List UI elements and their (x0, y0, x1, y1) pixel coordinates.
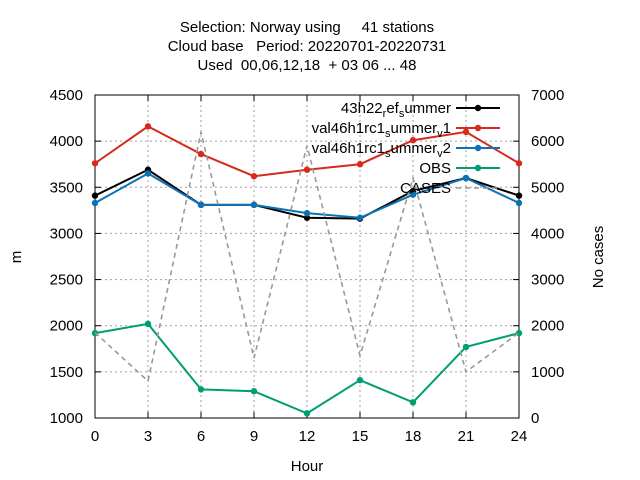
title-line: Cloud base Period: 20220701-20220731 (168, 38, 447, 55)
legend-label-part: val46h1rc1 (312, 140, 385, 157)
y2-tick-label: 1000 (531, 364, 564, 381)
data-point (462, 174, 470, 182)
legend-label: val46h1rc1summerv2 (312, 140, 451, 160)
legend-label-part: s (399, 108, 405, 120)
y-tick-label: 1000 (50, 410, 83, 427)
y2-tick-label: 4000 (531, 225, 564, 242)
data-point (91, 199, 99, 207)
x-tick-label: 9 (250, 428, 258, 445)
series-2 (91, 170, 523, 221)
legend-marker (474, 104, 482, 112)
data-point (197, 386, 205, 393)
y-axis-label: m (8, 251, 25, 264)
x-axis-label: Hour (291, 458, 324, 475)
data-point (91, 160, 99, 167)
y2-tick-label: 2000 (531, 318, 564, 335)
legend-label-part: s (385, 148, 391, 160)
y-tick-label: 4000 (50, 133, 83, 150)
legend-label-part: v (437, 128, 443, 140)
y-tick-label: 2500 (50, 272, 83, 289)
data-point (303, 214, 311, 221)
y2-tick-label: 6000 (531, 133, 564, 150)
y-tick-label: 3500 (50, 179, 83, 196)
x-tick-label: 12 (299, 428, 316, 445)
y2-tick-label: 3000 (531, 272, 564, 289)
data-point (250, 173, 258, 180)
grid-lines (95, 95, 519, 418)
data-point (197, 150, 205, 158)
series-4 (94, 131, 520, 383)
data-point (515, 160, 523, 167)
legend-label-part: ef (386, 100, 399, 117)
legend-label-part: r (383, 108, 387, 120)
legend-marker (474, 164, 482, 172)
legend-marker (474, 124, 482, 132)
legend-label-part: 43h22 (341, 100, 383, 117)
data-point (462, 343, 470, 351)
legend: 43h22refsummerval46h1rc1summerv1val46h1r… (312, 100, 500, 197)
legend-label: val46h1rc1summerv1 (312, 120, 451, 140)
data-point (356, 161, 364, 168)
x-tick-label: 0 (91, 428, 99, 445)
y-tick-label: 4500 (50, 87, 83, 104)
y2-tick-label: 5000 (531, 179, 564, 196)
legend-label-part: ummer (390, 120, 437, 137)
series-layer (91, 123, 523, 417)
series-1 (91, 123, 523, 180)
data-point (409, 399, 417, 406)
legend-label: OBS (419, 160, 451, 177)
x-tick-label: 18 (405, 428, 422, 445)
y-tick-label: 3000 (50, 225, 83, 242)
legend-marker (474, 144, 482, 152)
data-point (356, 214, 364, 221)
legend-label-part: ummer (404, 100, 451, 117)
legend-label-part: 2 (443, 140, 451, 157)
data-point (515, 192, 523, 199)
legend-label-part: ummer (390, 140, 437, 157)
data-point (303, 209, 311, 217)
x-tick-label: 6 (197, 428, 205, 445)
legend-label: CASES (400, 180, 451, 197)
data-point (462, 128, 470, 136)
data-point (303, 166, 311, 173)
data-point (144, 123, 152, 130)
x-tick-label: 21 (458, 428, 475, 445)
legend-label-part: val46h1rc1 (312, 120, 385, 137)
title-line: Selection: Norway using 41 stations (180, 19, 434, 36)
data-point (409, 137, 417, 144)
data-point (515, 199, 523, 207)
y-tick-label: 2000 (50, 318, 83, 335)
data-point (409, 191, 417, 198)
y2-tick-label: 7000 (531, 87, 564, 104)
data-point (250, 201, 258, 209)
data-point (91, 192, 99, 199)
legend-label-part: 1 (443, 120, 451, 137)
data-point (303, 410, 311, 417)
legend-label-part: v (437, 148, 443, 160)
chart-title: Selection: Norway using 41 stations Cloud… (168, 19, 447, 74)
series-3 (91, 320, 523, 417)
title-line: Used 00,06,12,18 + 03 06 ... 48 (198, 57, 417, 74)
x-tick-label: 3 (144, 428, 152, 445)
x-tick-label: 15 (352, 428, 369, 445)
x-tick-label: 24 (511, 428, 528, 445)
y-tick-label: 1500 (50, 364, 83, 381)
legend-label-part: CASES (400, 180, 451, 197)
legend-label-part: s (385, 128, 391, 140)
y2-axis-label: No cases (590, 226, 607, 289)
y2-tick-label: 0 (531, 410, 539, 427)
data-point (356, 376, 364, 384)
series-line (94, 131, 520, 383)
legend-label-part: OBS (419, 160, 451, 177)
axis-ticks: 0 3 6 9 12 15 18 21 2410001500200025003000350040… (50, 87, 565, 445)
data-point (250, 388, 258, 395)
data-point (144, 320, 152, 328)
data-point (144, 170, 152, 177)
legend-label: 43h22refsummer (341, 100, 451, 120)
data-point (515, 329, 523, 337)
data-point (197, 201, 205, 209)
